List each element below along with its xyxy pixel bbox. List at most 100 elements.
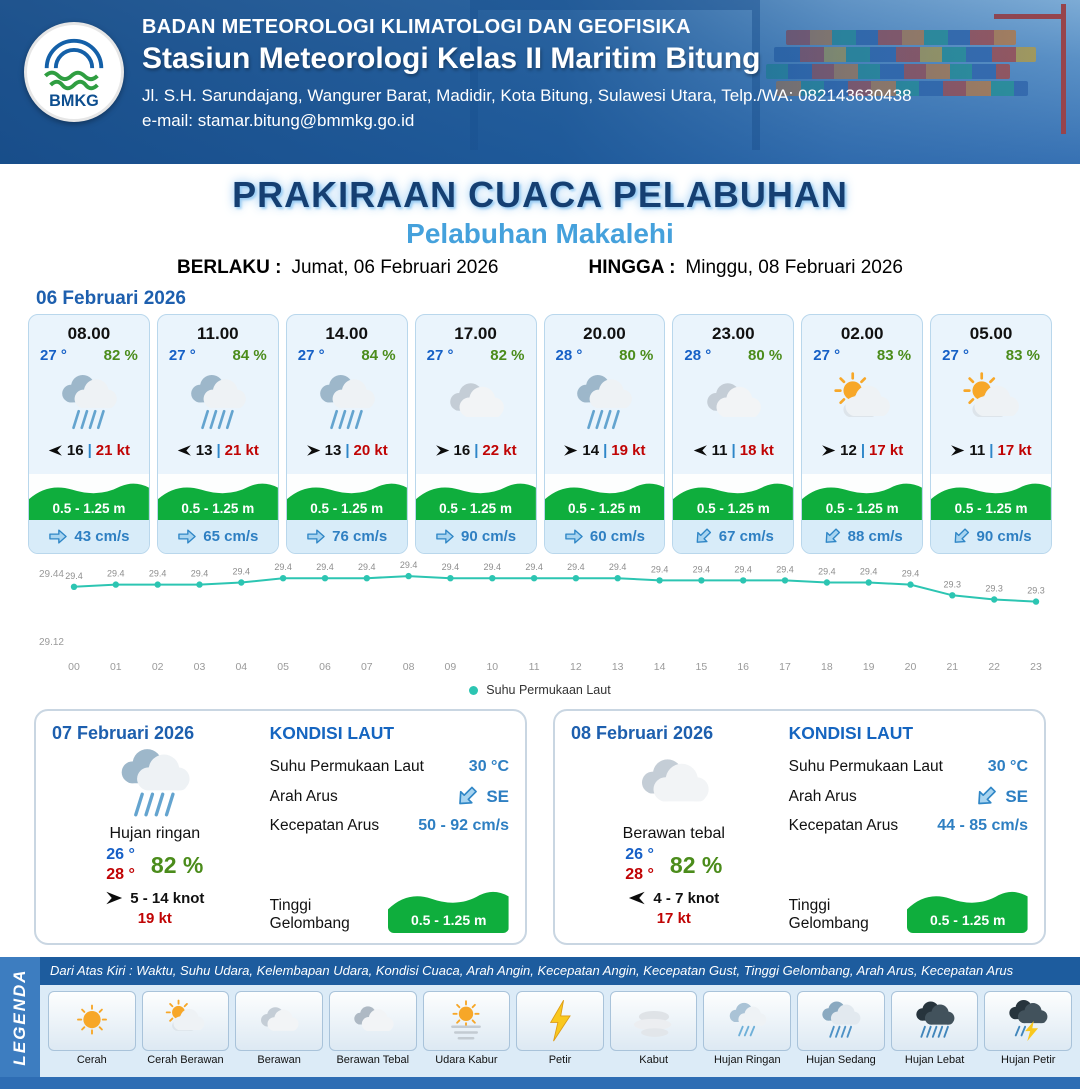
- wind-direction-icon: [693, 443, 708, 458]
- header-text: BADAN METEOROLOGI KLIMATOLOGI DAN GEOFIS…: [142, 16, 912, 131]
- chart-series-label: Suhu Permukaan Laut: [486, 683, 611, 697]
- svg-text:29.4: 29.4: [316, 562, 334, 572]
- weather-icon-sun-cloud: [829, 365, 895, 441]
- wave-height: 0.5 - 1.25 m: [568, 501, 641, 516]
- relative-humidity: 82 %: [490, 347, 525, 364]
- wind-speed: 13: [324, 442, 342, 459]
- wind-speed: 13: [195, 442, 213, 459]
- wind-direction-icon: [306, 443, 321, 458]
- temp-humidity-row: 27 ° 83 %: [931, 344, 1051, 364]
- wind-row: 16 | 21 kt: [48, 442, 130, 459]
- wave-height: 0.5 - 1.25 m: [181, 501, 255, 516]
- temp-humidity-row: 27 ° 82 %: [29, 344, 149, 364]
- forecast-card-11.00: 11.00 27 ° 84 % 13 | 21 kt 0.5 - 1.25 m …: [156, 314, 279, 554]
- svg-text:08: 08: [403, 661, 415, 673]
- temp-humidity-row: 27 ° 83 %: [802, 344, 922, 364]
- legend-item: Cerah: [48, 991, 136, 1074]
- svg-text:29.4: 29.4: [233, 567, 251, 577]
- legend-dot-icon: [469, 685, 479, 695]
- legend-icon-rain-thunder: [984, 991, 1073, 1051]
- daily-temp-humidity: 26 ° 28 ° 82 %: [106, 846, 203, 884]
- relative-humidity: 83 %: [876, 347, 912, 364]
- temp-min: 26 °: [625, 846, 654, 863]
- wave-height-row: Tinggi Gelombang 0.5 - 1.25 m: [270, 881, 509, 933]
- current-direction-icon: [947, 523, 973, 549]
- relative-humidity: 84 %: [361, 347, 396, 364]
- legend-main: Dari Atas Kiri : Waktu, Suhu Udara, Kele…: [40, 957, 1080, 1077]
- wind-speed: 16: [66, 442, 84, 459]
- current-direction-row: Arah Arus SE: [270, 786, 509, 807]
- forecast-time: 14.00: [325, 324, 368, 343]
- relative-humidity: 82 %: [103, 347, 138, 364]
- daily-wind-row: 5 - 14 knot: [105, 889, 204, 907]
- legend-icon-fog: [609, 991, 698, 1051]
- air-temperature: 27 °: [40, 347, 67, 364]
- legend-label: Kabut: [639, 1054, 669, 1066]
- weather-icon-rain: [56, 365, 122, 441]
- legend-label: Hujan Sedang: [806, 1054, 876, 1066]
- current-direction-row: Arah Arus SE: [789, 786, 1028, 807]
- wave-height: 0.5 - 1.25 m: [52, 501, 126, 516]
- wind-direction-icon: [48, 443, 63, 458]
- svg-text:29.4: 29.4: [525, 562, 543, 572]
- gust-speed: 22 kt: [482, 442, 517, 459]
- svg-text:29.4: 29.4: [65, 571, 83, 581]
- legend-icon-sun: [48, 991, 136, 1051]
- svg-text:05: 05: [277, 661, 289, 673]
- current-speed-row: Kecepatan Arus 44 - 85 cm/s: [789, 817, 1028, 835]
- current-direction-icon: [306, 528, 326, 545]
- forecast-card-20.00: 20.00 28 ° 80 % 14 | 19 kt 0.5 - 1.25 m …: [543, 314, 666, 554]
- current-row: 90 cm/s: [415, 520, 536, 553]
- temp-humidity-row: 27 ° 84 %: [158, 344, 278, 364]
- separator: |: [860, 442, 866, 459]
- wave-height-band: 0.5 - 1.25 m: [29, 474, 149, 520]
- legend-icon-sun-cloud: [141, 991, 230, 1051]
- svg-text:07: 07: [361, 661, 373, 673]
- legend-item: Hujan Petir: [984, 991, 1073, 1074]
- svg-text:04: 04: [235, 661, 247, 673]
- svg-text:29.3: 29.3: [1027, 586, 1045, 596]
- svg-text:29.4: 29.4: [484, 562, 502, 572]
- wind-speed: 14: [582, 442, 600, 459]
- svg-text:09: 09: [445, 661, 457, 673]
- current-speed: 88 cm/s: [847, 528, 903, 545]
- legend-icon-haze: [422, 991, 511, 1051]
- weather-icon-cloud: [700, 365, 766, 441]
- valid-from-value: Jumat, 06 Februari 2026: [291, 257, 499, 278]
- current-speed-value: 44 - 85 cm/s: [937, 817, 1028, 834]
- wave-height-label: Tinggi Gelombang: [788, 897, 869, 932]
- wind-row: 16 | 22 kt: [435, 442, 517, 459]
- legend-item: Hujan Sedang: [797, 991, 885, 1074]
- bmkg-logo: BMKG: [24, 22, 124, 122]
- org-name: BADAN METEOROLOGI KLIMATOLOGI DAN GEOFIS…: [142, 16, 691, 38]
- svg-text:29.3: 29.3: [985, 584, 1003, 594]
- gust-speed: 20 kt: [353, 442, 388, 459]
- svg-text:21: 21: [946, 661, 958, 673]
- current-row: 65 cm/s: [157, 520, 278, 553]
- svg-text:03: 03: [194, 661, 206, 673]
- separator: |: [216, 442, 221, 459]
- legend-item: Berawan: [235, 991, 323, 1074]
- svg-text:18: 18: [821, 661, 833, 673]
- current-speed: 90 cm/s: [976, 528, 1032, 545]
- current-direction-icon: [177, 528, 197, 545]
- current-speed: 76 cm/s: [332, 528, 388, 545]
- gust-speed: 21 kt: [95, 442, 130, 459]
- temp-humidity-row: 27 ° 84 %: [287, 344, 407, 364]
- svg-text:29.4: 29.4: [400, 560, 418, 570]
- valid-to-label: HINGGA :: [588, 257, 676, 278]
- daily-date: 07 Februari 2026: [52, 723, 195, 743]
- legend-section: LEGENDA Dari Atas Kiri : Waktu, Suhu Uda…: [0, 957, 1080, 1077]
- wind-row: 13 | 21 kt: [177, 442, 259, 459]
- separator: |: [474, 442, 479, 459]
- forecast-time: 23.00: [712, 324, 755, 343]
- current-direction-text: SE: [1005, 786, 1028, 806]
- current-row: 88 cm/s: [802, 520, 923, 553]
- current-direction-icon: [451, 781, 483, 813]
- current-direction-value: SE: [455, 786, 509, 807]
- svg-text:29.12: 29.12: [39, 637, 64, 648]
- wind-speed: 12: [840, 442, 857, 459]
- svg-text:02: 02: [152, 661, 164, 673]
- svg-text:06: 06: [319, 661, 331, 673]
